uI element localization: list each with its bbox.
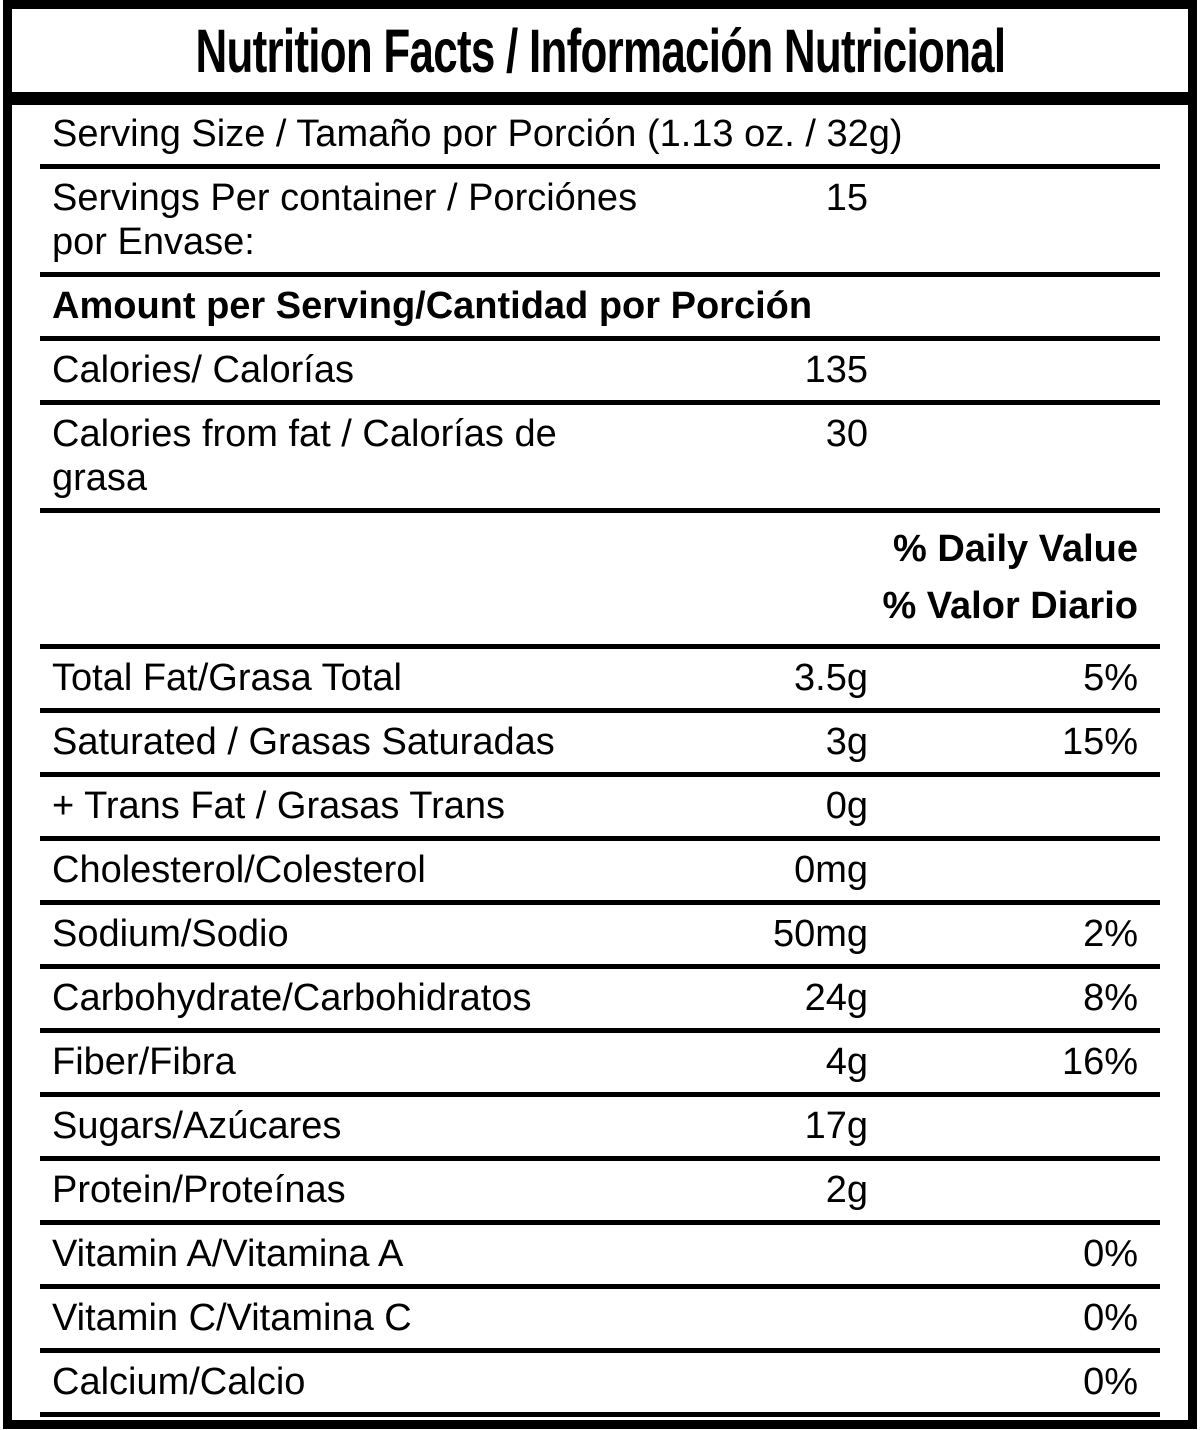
- nutrient-daily-value: 6%: [948, 1424, 1138, 1430]
- nutrient-amount: 24g: [804, 977, 868, 1019]
- servings-per-container-value: 15: [825, 177, 868, 219]
- nutrient-label: + Trans Fat / Grasas Trans: [52, 785, 505, 827]
- calories-from-fat-value: 30: [825, 413, 868, 455]
- calories-label: Calories/ Calorías: [52, 349, 354, 391]
- nutrition-facts-label: Nutrition Facts / Información Nutriciona…: [3, 0, 1197, 1430]
- serving-size-row: Serving Size / Tamaño por Porción (1.13 …: [40, 105, 1160, 169]
- nutrient-row-trans-fat: + Trans Fat / Grasas Trans 0g: [40, 777, 1160, 841]
- nutrient-label: Cholesterol/Colesterol: [52, 849, 426, 891]
- calories-from-fat-label: Calories from fat / Calorías de grasa: [52, 413, 557, 499]
- nutrient-row-vitamin-a: Vitamin A/Vitamina A 0%: [40, 1225, 1160, 1289]
- nutrient-daily-value: 16%: [1061, 1041, 1138, 1083]
- serving-size-label: Serving Size / Tamaño por Porción (1.13 …: [52, 113, 903, 155]
- nutrient-label: Sodium/Sodio: [52, 913, 289, 955]
- nutrient-daily-value: 15%: [1061, 721, 1138, 763]
- label-title-text: Nutrition Facts / Información Nutriciona…: [195, 17, 1006, 85]
- title-divider-bar: [12, 92, 1188, 105]
- nutrient-label: Sugars/Azúcares: [52, 1105, 342, 1147]
- nutrient-row-saturated-fat: Saturated / Grasas Saturadas 3g 15%: [40, 713, 1160, 777]
- nutrient-amount: 0mg: [794, 849, 868, 891]
- calories-from-fat-row: Calories from fat / Calorías de grasa 30: [40, 405, 1160, 513]
- calories-value: 135: [804, 349, 868, 391]
- nutrient-amount: 2g: [825, 1169, 868, 1211]
- nutrient-label: Iron/Hierro: [52, 1424, 638, 1430]
- nutrient-row-iron: Iron/Hierro 6%: [40, 1417, 1160, 1430]
- servings-per-container-label: Servings Per container / Porciónes por E…: [52, 177, 638, 263]
- nutrient-row-sugars: Sugars/Azúcares 17g: [40, 1097, 1160, 1161]
- nutrient-label: Protein/Proteínas: [52, 1169, 346, 1211]
- amount-per-serving-header-row: Amount per Serving/Cantidad por Porción: [40, 277, 1160, 341]
- nutrient-daily-value: 8%: [1083, 977, 1138, 1019]
- nutrient-daily-value: 0%: [1083, 1233, 1138, 1275]
- nutrient-amount: 3.5g: [794, 657, 868, 699]
- nutrient-label: Total Fat/Grasa Total: [52, 657, 402, 699]
- nutrient-daily-value: 0%: [1083, 1361, 1138, 1403]
- daily-value-header-en: % Daily Value: [892, 528, 1138, 570]
- nutrient-amount: 4g: [825, 1041, 868, 1083]
- nutrient-daily-value: 0%: [1083, 1297, 1138, 1339]
- nutrient-amount: 3g: [825, 721, 868, 763]
- nutrient-amount: 0g: [825, 785, 868, 827]
- nutrient-amount: 50mg: [772, 913, 868, 955]
- nutrient-row-cholesterol: Cholesterol/Colesterol 0mg: [40, 841, 1160, 905]
- nutrient-daily-value: 2%: [1083, 913, 1138, 955]
- nutrient-amount: 17g: [804, 1105, 868, 1147]
- nutrient-label: Calcium/Calcio: [52, 1361, 306, 1403]
- servings-per-container-row: Servings Per container / Porciónes por E…: [40, 169, 1160, 277]
- label-content: Serving Size / Tamaño por Porción (1.13 …: [12, 105, 1188, 1430]
- daily-value-header: % Daily Value % Valor Diario: [40, 513, 1160, 649]
- nutrient-label: Carbohydrate/Carbohidratos: [52, 977, 532, 1019]
- nutrient-label: Vitamin C/Vitamina C: [52, 1297, 412, 1339]
- calories-row: Calories/ Calorías 135: [40, 341, 1160, 405]
- nutrient-row-sodium: Sodium/Sodio 50mg 2%: [40, 905, 1160, 969]
- nutrient-row-vitamin-c: Vitamin C/Vitamina C 0%: [40, 1289, 1160, 1353]
- nutrient-daily-value: 5%: [1083, 657, 1138, 699]
- nutrient-row-fiber: Fiber/Fibra 4g 16%: [40, 1033, 1160, 1097]
- nutrient-row-protein: Protein/Proteínas 2g: [40, 1161, 1160, 1225]
- nutrient-label: Fiber/Fibra: [52, 1041, 236, 1083]
- nutrient-label: Saturated / Grasas Saturadas: [52, 721, 555, 763]
- daily-value-header-es: % Valor Diario: [882, 585, 1138, 627]
- label-title: Nutrition Facts / Información Nutriciona…: [12, 9, 1188, 89]
- nutrient-row-calcium: Calcium/Calcio 0%: [40, 1353, 1160, 1417]
- nutrient-row-carbohydrate: Carbohydrate/Carbohidratos 24g 8%: [40, 969, 1160, 1033]
- nutrient-label: Vitamin A/Vitamina A: [52, 1233, 404, 1275]
- nutrient-row-total-fat: Total Fat/Grasa Total 3.5g 5%: [40, 649, 1160, 713]
- amount-per-serving-header-label: Amount per Serving/Cantidad por Porción: [52, 285, 813, 327]
